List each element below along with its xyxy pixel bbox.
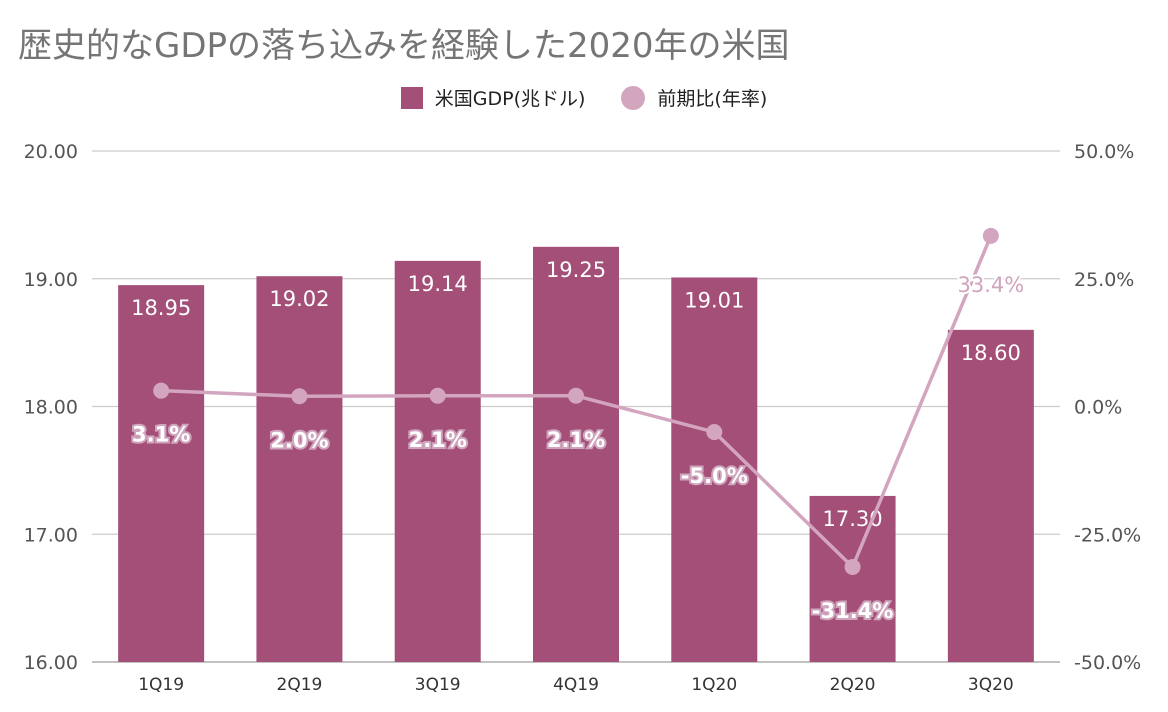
- legend-swatch-growth: [621, 85, 646, 110]
- y-right-tick-label: 0.0%: [1074, 397, 1122, 419]
- x-tick-label: 1Q20: [691, 675, 737, 695]
- bar: [256, 276, 343, 662]
- line-point: [568, 387, 584, 404]
- bar: [947, 329, 1034, 662]
- bar-data-label: 19.02: [269, 287, 329, 311]
- y-right-tick-label: 25.0%: [1074, 269, 1134, 291]
- x-tick-label: 1Q19: [138, 675, 184, 695]
- legend-item-gdp[interactable]: 米国GDP(兆ドル): [400, 84, 586, 111]
- x-tick-label: 2Q19: [277, 675, 323, 695]
- line-data-label: -5.0%: [681, 464, 748, 488]
- x-tick-label: 3Q20: [968, 675, 1014, 695]
- y-left-tick-label: 19.00: [24, 269, 78, 291]
- y-left-tick-label: 20.00: [24, 141, 78, 163]
- bar-data-label: 19.01: [684, 288, 744, 312]
- y-right-tick-label: -25.0%: [1074, 524, 1141, 546]
- y-right-tick-label: 50.0%: [1074, 141, 1134, 163]
- legend-label-growth: 前期比(年率): [657, 88, 768, 110]
- y-left-tick-label: 16.00: [24, 652, 78, 674]
- line-point: [429, 387, 446, 404]
- y-right-tick-label: -50.0%: [1074, 652, 1141, 674]
- bar: [809, 495, 896, 662]
- line-data-label: 3.1%: [132, 423, 190, 447]
- x-tick-label: 4Q19: [553, 675, 599, 695]
- bar-data-label: 18.95: [131, 296, 191, 320]
- bar-data-label: 18.60: [961, 341, 1021, 365]
- line-point: [153, 382, 170, 399]
- x-tick-label: 3Q19: [415, 675, 461, 695]
- x-tick-label: 2Q20: [830, 675, 876, 695]
- chart-title: 歴史的なGDPの落ち込みを経験した2020年の米国: [18, 26, 790, 66]
- legend: 米国GDP(兆ドル) 前期比(年率): [0, 84, 1168, 111]
- legend-item-growth[interactable]: 前期比(年率): [621, 84, 767, 111]
- line-data-label: 33.4%: [957, 273, 1024, 297]
- line-point: [706, 424, 723, 441]
- legend-swatch-gdp: [400, 86, 423, 109]
- legend-label-gdp: 米国GDP(兆ドル): [434, 88, 586, 110]
- bar: [394, 260, 481, 662]
- bar-data-label: 19.14: [408, 272, 468, 296]
- bar-data-label: 19.25: [546, 258, 606, 282]
- y-left-tick-label: 18.00: [24, 397, 78, 419]
- line-point: [844, 558, 861, 575]
- line-data-label: -31.4%: [812, 599, 894, 623]
- line-data-label: 2.1%: [547, 428, 605, 452]
- bar: [533, 246, 619, 662]
- bar: [671, 277, 758, 662]
- line-point: [982, 227, 999, 244]
- line-point: [291, 388, 308, 405]
- y-left-tick-label: 17.00: [24, 524, 78, 546]
- line-data-label: 2.0%: [270, 428, 328, 452]
- line-data-label: 2.1%: [409, 428, 467, 452]
- bar: [118, 285, 205, 662]
